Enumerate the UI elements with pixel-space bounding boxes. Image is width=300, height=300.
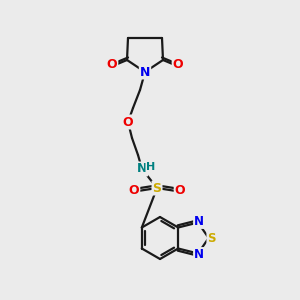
- Text: S: S: [152, 182, 161, 194]
- Text: O: O: [129, 184, 139, 197]
- Text: N: N: [137, 163, 147, 176]
- Text: O: O: [173, 58, 183, 71]
- Text: O: O: [107, 58, 117, 71]
- Text: S: S: [207, 232, 216, 244]
- Text: N: N: [194, 215, 204, 228]
- Text: O: O: [175, 184, 185, 197]
- Text: O: O: [123, 116, 133, 128]
- Text: H: H: [146, 162, 156, 172]
- Text: N: N: [140, 65, 150, 79]
- Text: N: N: [194, 248, 204, 261]
